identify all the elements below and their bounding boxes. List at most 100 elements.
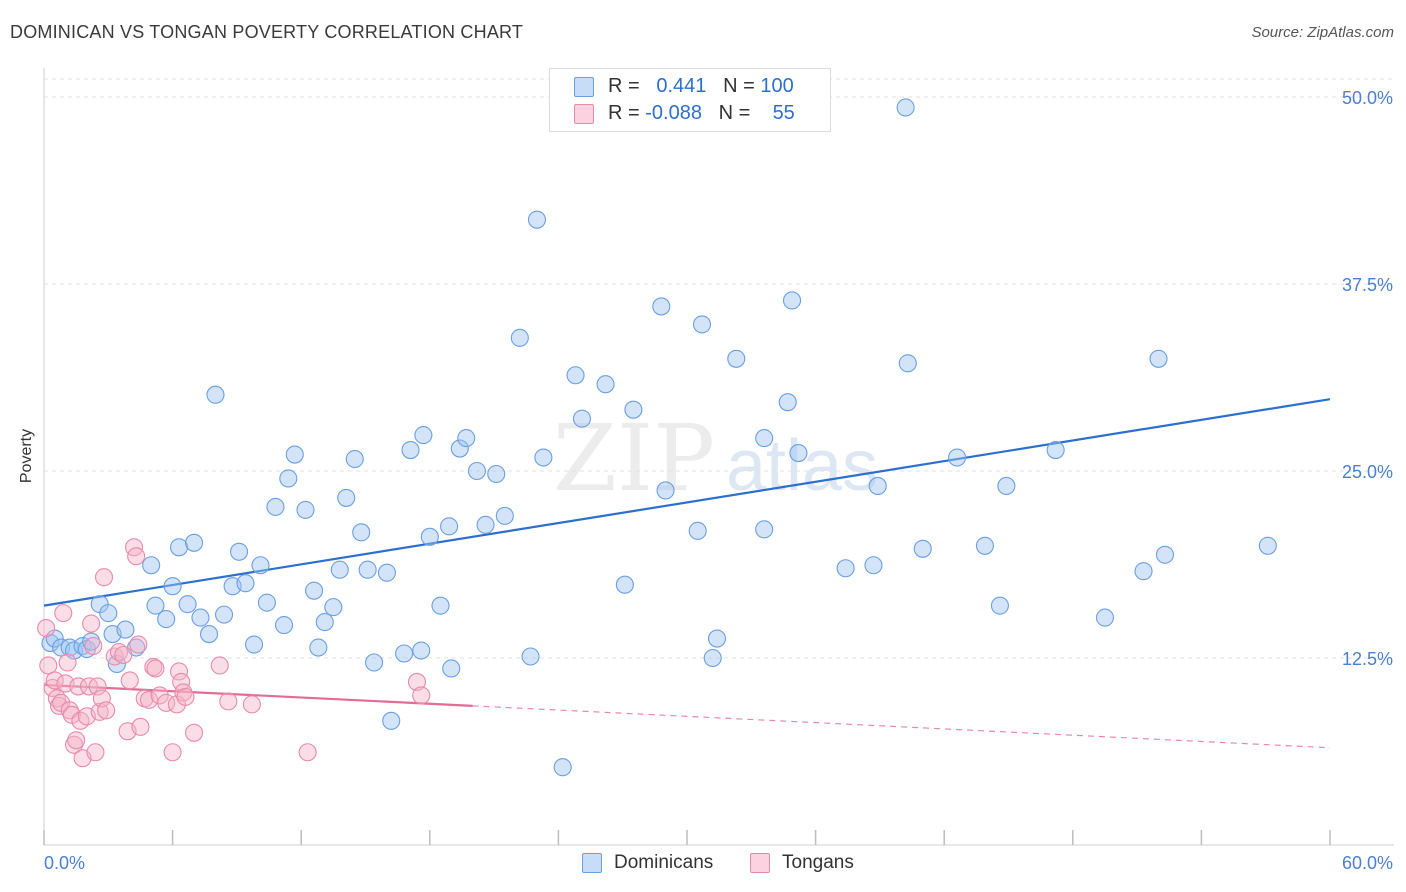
dominican-point	[707, 629, 727, 648]
dominican-point	[521, 647, 540, 666]
dominican-point	[1258, 536, 1277, 555]
dominican-point	[257, 593, 276, 612]
tongan-point	[298, 743, 317, 762]
dominican-point	[1134, 562, 1153, 581]
bottom-legend-label-dominicans: Dominicans	[614, 852, 714, 873]
dominican-point	[440, 517, 459, 536]
tongan-point	[129, 635, 148, 654]
tongan-point	[150, 686, 169, 705]
tongan-point	[86, 743, 105, 762]
dominican-point	[990, 596, 1009, 615]
dominican-point	[442, 659, 461, 678]
dominican-point	[142, 556, 161, 575]
dominican-point	[868, 476, 887, 496]
tongan-point	[210, 656, 229, 675]
watermark-atlas: atlas	[726, 426, 878, 506]
x-tick-label: 60.0%	[1342, 853, 1393, 873]
tongan-point	[114, 645, 133, 665]
tongan-point	[176, 687, 195, 706]
dominican-point	[266, 497, 285, 516]
trend-line-dominicans	[43, 398, 1331, 607]
dominican-point	[285, 445, 304, 464]
tongan-point	[219, 692, 238, 711]
dominican-point	[99, 604, 118, 623]
dominican-point	[296, 500, 315, 519]
tongan-point	[163, 743, 182, 762]
dominican-point	[566, 366, 585, 385]
dominican-point	[431, 596, 450, 615]
dominican-point	[305, 581, 324, 600]
dominican-point	[345, 449, 364, 469]
dominican-point	[358, 560, 377, 579]
dominican-point	[199, 625, 219, 644]
dominican-point	[412, 641, 431, 660]
dominican-point	[324, 598, 343, 617]
dominican-point	[975, 536, 994, 555]
dominican-point	[352, 523, 371, 542]
watermark: ZIP atlas	[553, 405, 878, 512]
dominican-point	[1155, 545, 1175, 564]
y-tick-label: 37.5%	[1342, 275, 1393, 295]
tongan-point	[49, 696, 69, 715]
dominican-point	[1149, 349, 1168, 368]
dominican-point	[997, 476, 1016, 496]
dominican-point	[836, 559, 855, 578]
dominican-point	[414, 426, 433, 445]
dominican-point	[596, 375, 615, 394]
dominican-point	[510, 328, 529, 347]
dominican-point	[467, 461, 487, 481]
tongan-point	[120, 671, 139, 690]
dominican-point	[553, 758, 572, 777]
dominican-point	[898, 354, 917, 373]
dominican-point	[688, 521, 707, 540]
dominican-point	[330, 560, 349, 579]
legend-swatch-tongans	[574, 104, 594, 124]
chart-title: DOMINICAN VS TONGAN POVERTY CORRELATION …	[10, 22, 524, 42]
tongan-point	[127, 547, 146, 566]
dominican-point	[624, 400, 643, 419]
tongan-point	[242, 695, 261, 714]
dominican-point	[913, 539, 932, 558]
stats-legend: R = 0.441 N = 100 R = -0.088 N = 55	[549, 68, 831, 132]
tongan-point	[84, 636, 103, 656]
tongan-point	[37, 619, 56, 638]
tongan-point	[39, 656, 58, 675]
dominican-point	[450, 439, 469, 458]
dominican-point	[236, 574, 255, 593]
dominican-point	[572, 409, 592, 428]
dominican-point	[365, 653, 384, 672]
dominican-point	[229, 542, 249, 561]
tongan-point	[88, 677, 107, 696]
tongan-point	[90, 702, 109, 721]
bottom-legend-swatch-tongans	[750, 853, 770, 873]
dominican-point	[476, 515, 495, 534]
trend-line-extension	[472, 705, 1331, 749]
dominican-point	[656, 481, 675, 500]
tongan-point	[58, 653, 77, 672]
tongan-point	[54, 604, 73, 623]
tongan-point	[92, 689, 111, 708]
dominican-point	[420, 527, 439, 546]
dominican-point	[146, 596, 165, 615]
dominican-point	[652, 297, 671, 316]
tongan-point	[124, 538, 144, 557]
dominican-point	[896, 98, 915, 117]
tongan-point	[67, 731, 86, 750]
dominican-point	[778, 393, 797, 412]
tongan-point	[139, 690, 159, 709]
dominican-point	[184, 533, 204, 552]
dominican-point	[163, 577, 182, 596]
dominican-point	[527, 210, 547, 229]
dominican-point	[116, 620, 135, 639]
source-credit: Source: ZipAtlas.com	[1251, 24, 1394, 41]
dominican-point	[169, 538, 189, 557]
dominican-point	[495, 506, 514, 525]
tongan-point	[407, 672, 426, 691]
x-tick-label: 0.0%	[44, 853, 85, 873]
dominican-point	[206, 385, 225, 404]
legend-text-dominicans: R = 0.441 N = 100	[608, 75, 794, 97]
legend-swatch-dominicans	[574, 77, 594, 97]
legend-text-tongans: R = -0.088 N = 55	[608, 102, 795, 124]
dominican-point	[755, 429, 774, 448]
